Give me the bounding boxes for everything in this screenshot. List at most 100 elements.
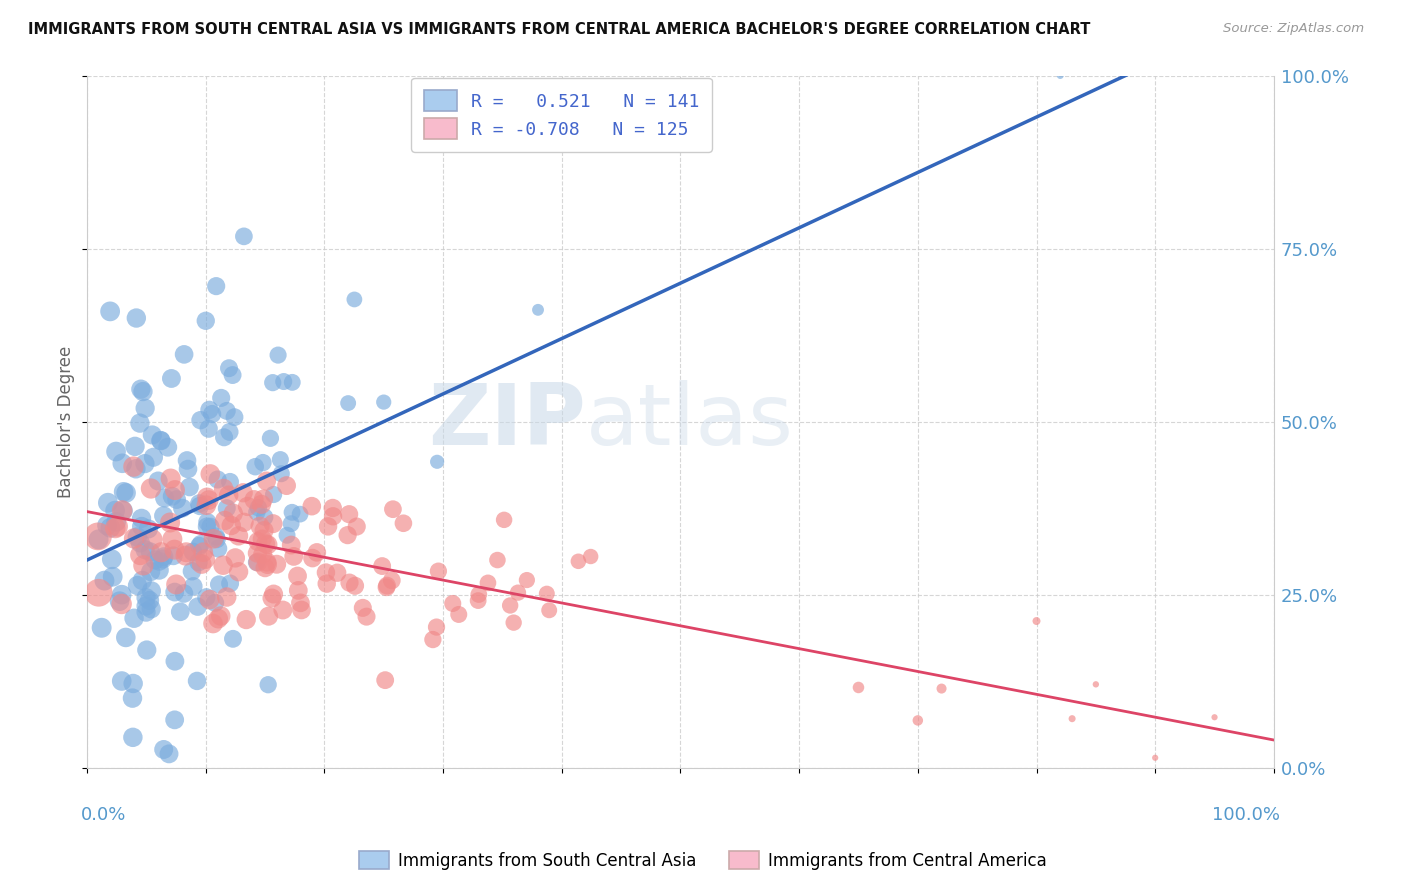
Point xyxy=(179,480,201,494)
Point xyxy=(129,416,152,430)
Point xyxy=(200,520,222,534)
Text: ZIP: ZIP xyxy=(427,380,585,463)
Point xyxy=(252,548,274,562)
Point xyxy=(288,507,311,521)
Point xyxy=(96,518,118,533)
Point xyxy=(131,574,153,588)
Point xyxy=(87,586,110,600)
Point xyxy=(250,497,273,511)
Point xyxy=(356,609,378,624)
Point xyxy=(257,538,280,552)
Point xyxy=(218,488,240,502)
Point xyxy=(173,347,195,361)
Point xyxy=(114,631,136,645)
Point xyxy=(219,518,242,533)
Point xyxy=(316,519,339,533)
Point xyxy=(290,603,312,617)
Point xyxy=(273,375,295,389)
Point xyxy=(122,532,145,546)
Point xyxy=(1204,710,1226,724)
Point xyxy=(516,573,538,587)
Point xyxy=(115,486,138,500)
Point xyxy=(201,407,224,421)
Point xyxy=(129,548,152,562)
Point xyxy=(1049,69,1071,83)
Point xyxy=(139,482,162,496)
Point xyxy=(142,450,165,465)
Point xyxy=(209,609,232,624)
Point xyxy=(209,391,232,405)
Point xyxy=(193,545,215,559)
Point xyxy=(527,302,550,317)
Point xyxy=(195,515,218,529)
Point xyxy=(149,434,172,448)
Point xyxy=(146,474,169,488)
Point xyxy=(163,542,186,557)
Point xyxy=(163,585,186,599)
Point xyxy=(287,583,309,598)
Point xyxy=(218,361,240,376)
Point xyxy=(188,499,211,513)
Point xyxy=(139,545,162,559)
Point xyxy=(246,555,269,569)
Point xyxy=(468,587,491,601)
Point xyxy=(249,519,271,533)
Point xyxy=(157,747,180,761)
Point xyxy=(301,499,323,513)
Point xyxy=(253,510,276,524)
Point xyxy=(188,496,211,510)
Point xyxy=(135,599,157,613)
Point xyxy=(214,514,236,528)
Point xyxy=(134,401,156,416)
Point xyxy=(373,395,395,409)
Point xyxy=(108,594,131,608)
Point xyxy=(276,478,298,492)
Point xyxy=(132,558,155,573)
Point xyxy=(150,434,173,448)
Point xyxy=(337,396,360,410)
Point xyxy=(427,564,450,578)
Point xyxy=(392,516,415,531)
Point xyxy=(422,632,444,647)
Point xyxy=(148,563,170,577)
Point xyxy=(290,596,312,610)
Point xyxy=(247,500,270,515)
Point xyxy=(281,376,304,390)
Point xyxy=(122,676,145,690)
Point xyxy=(176,453,198,467)
Point xyxy=(159,472,181,486)
Point xyxy=(105,515,128,529)
Point xyxy=(269,452,291,467)
Point xyxy=(134,542,156,557)
Point xyxy=(256,555,278,569)
Point xyxy=(190,537,212,551)
Point xyxy=(131,519,153,533)
Point xyxy=(207,612,229,626)
Point xyxy=(197,493,219,508)
Legend: Immigrants from South Central Asia, Immigrants from Central America: Immigrants from South Central Asia, Immi… xyxy=(353,845,1053,877)
Point xyxy=(181,564,204,578)
Point xyxy=(222,506,245,520)
Point xyxy=(205,530,228,544)
Point xyxy=(173,586,195,600)
Point xyxy=(169,605,191,619)
Text: 100.0%: 100.0% xyxy=(1212,805,1279,824)
Y-axis label: Bachelor's Degree: Bachelor's Degree xyxy=(58,345,75,498)
Point xyxy=(162,532,184,546)
Point xyxy=(141,602,163,616)
Point xyxy=(371,559,394,574)
Point xyxy=(104,503,127,517)
Point xyxy=(326,566,349,580)
Point xyxy=(163,713,186,727)
Point xyxy=(212,558,235,573)
Point xyxy=(222,632,245,646)
Point xyxy=(165,577,187,591)
Point xyxy=(235,613,257,627)
Point xyxy=(252,532,274,546)
Point xyxy=(200,467,222,481)
Point xyxy=(122,731,145,745)
Point xyxy=(132,384,155,399)
Point xyxy=(122,611,145,625)
Point xyxy=(98,304,121,318)
Point xyxy=(322,509,344,524)
